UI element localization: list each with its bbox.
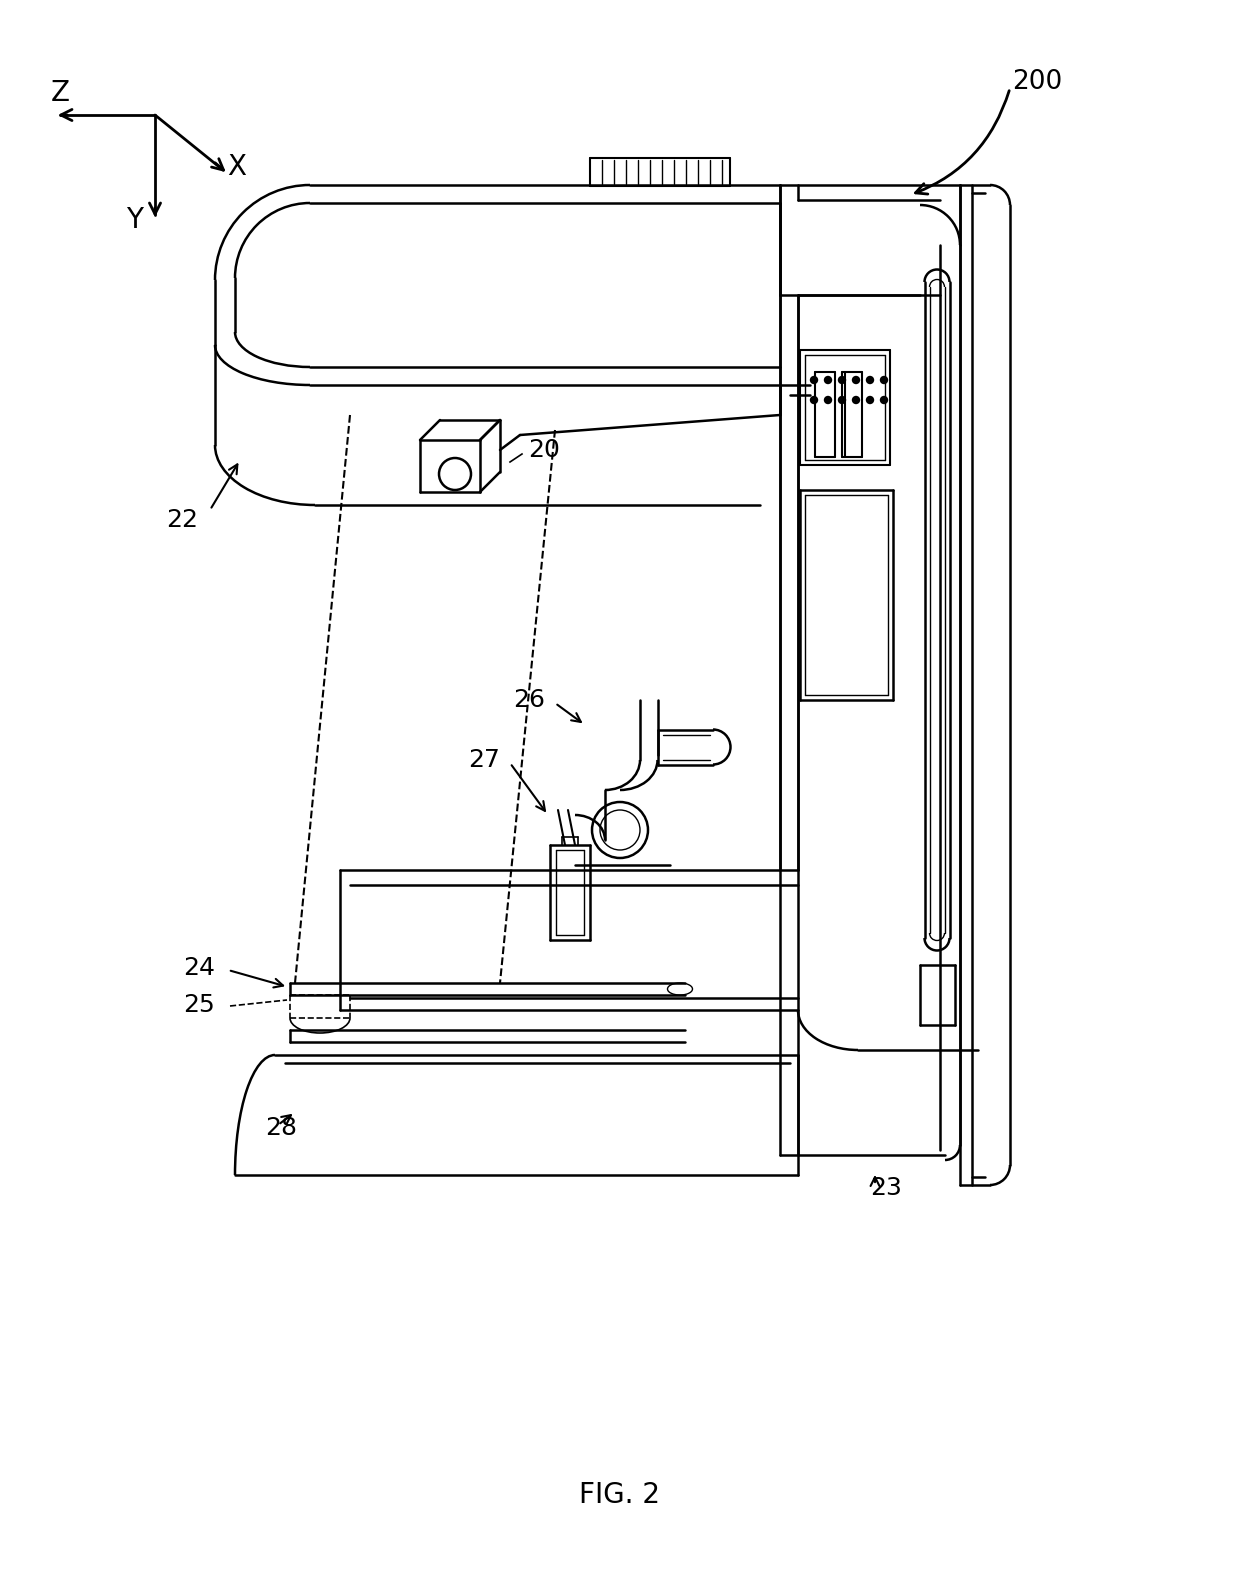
Circle shape xyxy=(838,396,846,404)
Text: 20: 20 xyxy=(528,439,560,463)
Circle shape xyxy=(825,396,832,404)
Circle shape xyxy=(880,377,888,383)
Circle shape xyxy=(811,396,817,404)
Circle shape xyxy=(852,377,859,383)
Text: 25: 25 xyxy=(184,993,215,1017)
Circle shape xyxy=(811,377,817,383)
Text: 28: 28 xyxy=(265,1117,298,1140)
Text: Z: Z xyxy=(51,79,69,108)
Circle shape xyxy=(439,458,471,489)
Text: 22: 22 xyxy=(166,508,198,532)
Circle shape xyxy=(867,377,873,383)
Circle shape xyxy=(880,396,888,404)
Circle shape xyxy=(838,377,846,383)
Circle shape xyxy=(852,396,859,404)
Text: 26: 26 xyxy=(513,687,546,711)
Circle shape xyxy=(825,377,832,383)
Text: Y: Y xyxy=(126,206,144,234)
Text: FIG. 2: FIG. 2 xyxy=(579,1481,661,1510)
Text: 27: 27 xyxy=(469,748,500,771)
Text: 200: 200 xyxy=(1012,70,1063,95)
Text: 23: 23 xyxy=(870,1175,901,1201)
Circle shape xyxy=(867,396,873,404)
Text: 24: 24 xyxy=(184,957,215,980)
Text: X: X xyxy=(227,154,247,181)
